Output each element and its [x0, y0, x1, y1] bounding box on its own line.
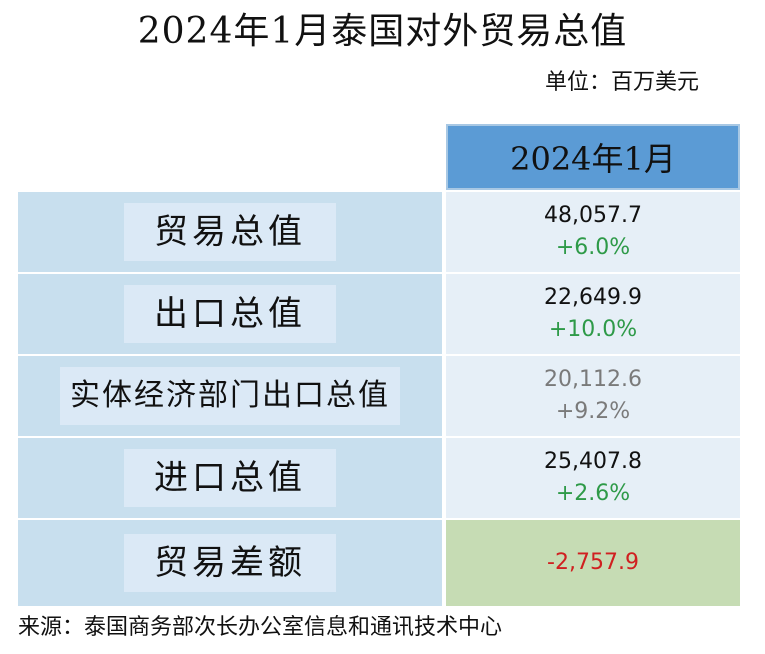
row-label: 出口总值 — [124, 285, 336, 343]
table-row: 贸易差额 -2,757.9 — [18, 520, 740, 606]
row-change: +10.0% — [548, 317, 638, 342]
row-value: 22,649.9 — [544, 285, 642, 310]
source-note: 来源：泰国商务部次长办公室信息和通讯技术中心 — [18, 615, 503, 640]
row-label: 实体经济部门出口总值 — [60, 367, 400, 425]
row-value: -2,757.9 — [547, 550, 639, 575]
table-row: 贸易总值 48,057.7 +6.0% — [18, 192, 740, 274]
table-row: 出口总值 22,649.9 +10.0% — [18, 274, 740, 356]
trade-table: 2024年1月 贸易总值 48,057.7 +6.0% 出口总值 22,649.… — [18, 124, 740, 606]
row-value: 25,407.8 — [544, 449, 642, 474]
row-value-cell: 48,057.7 +6.0% — [446, 192, 740, 272]
row-value-cell: 22,649.9 +10.0% — [446, 274, 740, 354]
row-change: +9.2% — [555, 399, 631, 424]
row-label: 贸易差额 — [124, 534, 336, 592]
row-label-cell: 实体经济部门出口总值 — [18, 356, 442, 436]
unit-label: 单位：百万美元 — [544, 70, 699, 95]
row-label-cell: 贸易总值 — [18, 192, 442, 272]
row-change: +6.0% — [555, 235, 631, 260]
row-change: +2.6% — [555, 481, 631, 506]
row-label: 进口总值 — [124, 449, 336, 507]
row-label-cell: 贸易差额 — [18, 520, 442, 606]
table-row: 进口总值 25,407.8 +2.6% — [18, 438, 740, 520]
row-value-cell: -2,757.9 — [446, 520, 740, 606]
row-label: 贸易总值 — [124, 203, 336, 261]
row-label-cell: 进口总值 — [18, 438, 442, 518]
row-value-cell: 25,407.8 +2.6% — [446, 438, 740, 518]
row-value: 20,112.6 — [544, 367, 642, 392]
page-title: 2024年1月泰国对外贸易总值 — [137, 11, 628, 52]
row-value-cell: 20,112.6 +9.2% — [446, 356, 740, 436]
column-header: 2024年1月 — [446, 124, 740, 190]
table-row: 实体经济部门出口总值 20,112.6 +9.2% — [18, 356, 740, 438]
row-label-cell: 出口总值 — [18, 274, 442, 354]
row-value: 48,057.7 — [544, 203, 642, 228]
